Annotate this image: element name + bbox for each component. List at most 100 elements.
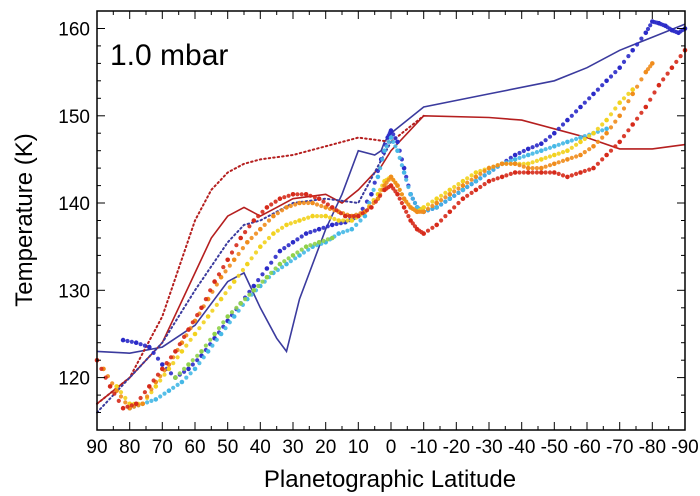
data-point-interp-4-36-2 [547, 134, 553, 139]
data-point-5-2 [153, 397, 159, 402]
data-point-interp-5-31-1 [491, 167, 496, 172]
data-point-interp-9-30-2 [456, 200, 461, 206]
data-point-6-12 [329, 235, 335, 241]
data-point-interp-7-0-1 [118, 390, 124, 395]
data-point-interp-6-5-1 [243, 297, 248, 302]
data-point-interp-7-40-1 [595, 126, 601, 131]
data-point-interp-8-35-2 [521, 164, 526, 169]
data-point-interp-8-15-2 [306, 200, 311, 206]
data-point-interp-9-23-1 [391, 186, 396, 191]
data-point-5-37 [565, 139, 570, 145]
data-point-7-29 [447, 187, 453, 193]
data-point-interp-4-34-1 [517, 150, 522, 156]
data-point-interp-7-17-2 [345, 218, 350, 223]
data-point-interp-4-1-2 [142, 343, 147, 348]
data-point-interp-7-17-1 [341, 218, 346, 223]
y-tick-label: 140 [58, 194, 90, 215]
data-point-interp-4-35-1 [530, 145, 535, 150]
data-point-interp-5-18-2 [371, 187, 376, 192]
data-point-interp-4-19-1 [372, 180, 377, 185]
data-point-4-14 [303, 231, 309, 236]
data-point-interp-7-8-1 [223, 291, 228, 296]
data-point-interp-7-9-2 [240, 267, 245, 273]
data-point-interp-5-34-2 [534, 150, 540, 155]
data-point-interp-9-18-2 [338, 211, 343, 216]
data-point-9-11 [238, 235, 243, 241]
x-tick-label: 50 [217, 437, 238, 458]
data-point-9-31 [460, 196, 466, 201]
data-point-interp-6-1-1 [190, 358, 195, 363]
data-point-interp-4-41-1 [608, 74, 614, 79]
data-point-interp-9-32-1 [478, 184, 483, 190]
x-tick-label: -10 [410, 437, 437, 458]
data-point-8-37 [539, 165, 544, 171]
data-point-interp-9-8-2 [208, 288, 213, 293]
data-point-interp-9-16-1 [308, 193, 313, 198]
data-point-interp-9-7-2 [195, 313, 200, 318]
data-point-9-36 [525, 170, 531, 175]
data-point-9-40 [578, 170, 583, 175]
data-point-interp-9-15-2 [299, 192, 304, 197]
data-point-interp-7-42-2 [626, 91, 631, 96]
data-point-interp-5-22-1 [397, 155, 402, 160]
data-point-interp-4-5-2 [195, 358, 200, 363]
data-point-interp-9-36-2 [534, 170, 540, 175]
data-point-4-34 [512, 152, 518, 158]
data-point-5-7 [218, 331, 224, 337]
data-point-interp-8-29-1 [439, 198, 444, 203]
data-point-8-43 [617, 113, 622, 119]
data-point-interp-8-23-1 [391, 177, 396, 182]
data-point-7-36 [539, 157, 544, 162]
data-point-interp-7-7-1 [210, 308, 215, 313]
data-point-interp-4-12-1 [282, 246, 287, 251]
data-point-interp-4-10-2 [260, 272, 265, 277]
data-point-interp-6-6-2 [260, 279, 265, 284]
data-point-interp-9-24-2 [399, 200, 404, 206]
data-point-interp-7-38-1 [569, 145, 574, 150]
data-point-4-0 [120, 337, 126, 343]
data-point-4-11 [264, 266, 270, 271]
data-point-interp-9-45-2 [652, 90, 657, 95]
x-tick-label: 70 [152, 437, 173, 458]
data-point-interp-9-4-2 [155, 372, 161, 377]
data-point-interp-5-33-1 [517, 155, 522, 160]
data-point-interp-8-43-2 [626, 99, 631, 104]
data-point-interp-8-42-2 [613, 119, 618, 124]
data-point-interp-5-30-1 [478, 176, 483, 181]
data-point-interp-9-47-2 [678, 54, 683, 59]
data-point-4-5 [186, 366, 191, 372]
data-point-interp-8-35-1 [517, 163, 522, 168]
data-point-interp-5-29-2 [469, 182, 474, 187]
y-tick-label: 120 [58, 369, 90, 390]
data-point-4-37 [552, 130, 557, 136]
data-point-interp-7-2-2 [149, 390, 154, 395]
data-point-interp-9-40-1 [582, 168, 587, 174]
data-point-interp-4-13-1 [295, 237, 300, 242]
data-point-interp-8-13-1 [275, 211, 280, 216]
data-point-interp-9-10-1 [229, 250, 235, 255]
data-point-interp-9-38-1 [556, 171, 561, 176]
data-point-4-10 [251, 283, 257, 289]
data-point-8-42 [604, 130, 609, 136]
data-point-7-28 [434, 196, 440, 201]
data-point-interp-9-30-1 [452, 205, 457, 210]
data-point-interp-9-0-2 [103, 375, 108, 380]
data-point-interp-5-23-1 [404, 177, 409, 182]
data-point-interp-9-31-2 [469, 190, 474, 195]
data-point-interp-9-11-2 [247, 224, 252, 229]
data-point-9-29 [434, 222, 440, 228]
data-point-9-14 [277, 196, 283, 201]
data-point-interp-4-44-2 [648, 23, 653, 28]
data-point-7-27 [421, 205, 427, 210]
data-point-interp-7-6-2 [201, 320, 206, 325]
data-point-8-13 [271, 213, 276, 219]
data-point-7-31 [473, 170, 479, 175]
data-point-interp-9-14-1 [282, 195, 287, 200]
data-point-interp-4-37-2 [560, 122, 566, 127]
data-point-interp-5-7-2 [227, 320, 232, 325]
data-point-interp-9-12-1 [256, 214, 261, 219]
data-point-interp-9-25-2 [406, 214, 411, 219]
data-point-8-11 [245, 240, 250, 245]
data-point-interp-5-27-1 [439, 202, 444, 207]
data-point-interp-9-47-1 [674, 59, 679, 64]
